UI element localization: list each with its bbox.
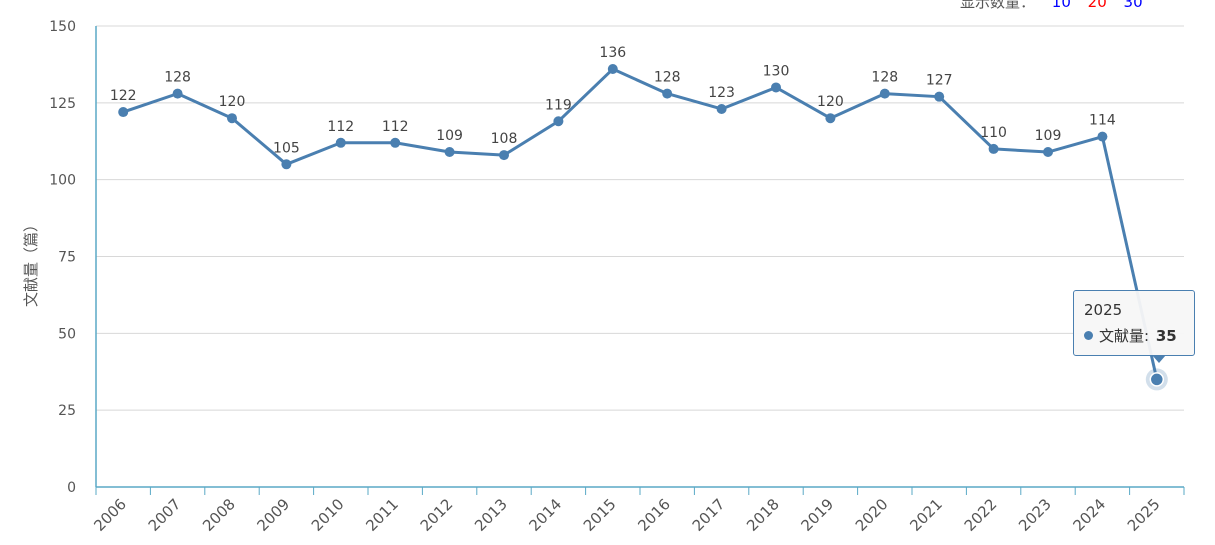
data-label: 136 [599, 45, 626, 61]
data-label: 130 [763, 63, 790, 79]
data-point[interactable] [499, 150, 509, 161]
y-tick-label: 0 [67, 480, 76, 496]
tooltip-year: 2025 [1084, 301, 1123, 319]
y-tick-label: 125 [49, 96, 76, 112]
y-tick-label: 25 [58, 403, 76, 419]
series-path [122, 67, 1159, 380]
x-tick-label: 2013 [471, 495, 511, 535]
x-tick-label: 2014 [525, 495, 565, 535]
data-labels: 122 128 120 105 112 112 109 108 119 136 128 123 130 1… [110, 45, 1116, 156]
x-tick-label: 2009 [253, 495, 293, 535]
data-point[interactable] [988, 143, 999, 154]
data-label: 112 [382, 119, 409, 135]
data-label: 128 [164, 70, 191, 86]
x-tick-label: 2021 [906, 495, 946, 535]
y-tick-label: 50 [58, 326, 76, 342]
data-point[interactable] [1097, 131, 1108, 142]
x-tick-label: 2023 [1015, 495, 1055, 535]
data-point[interactable] [771, 82, 781, 93]
data-label: 112 [327, 119, 354, 135]
y-axis-ticks: 0 25 50 75 100 125 150 [49, 19, 76, 496]
display-count-option-20[interactable]: 20 [1087, 0, 1107, 11]
data-point[interactable] [716, 103, 727, 114]
data-point[interactable] [879, 88, 890, 99]
data-point[interactable] [281, 159, 292, 170]
display-count-label: 显示数量： [960, 0, 1036, 11]
tooltip-series-label: 文献量 [1099, 327, 1145, 345]
tooltip-series-marker [1084, 331, 1093, 340]
data-point[interactable] [825, 113, 836, 124]
x-tick-label: 2017 [689, 495, 729, 535]
data-label: 108 [491, 131, 518, 147]
x-tick-label: 2019 [797, 495, 837, 535]
display-count-option-30[interactable]: 30 [1123, 0, 1143, 11]
data-label: 110 [980, 125, 1007, 141]
x-tick-label: 2010 [308, 495, 348, 535]
tooltip-row: 文献量: 35 [1084, 325, 1184, 346]
x-tick-label: 2006 [90, 495, 130, 535]
x-tick-label: 2008 [199, 495, 239, 535]
data-point[interactable] [390, 137, 401, 148]
data-point[interactable] [335, 137, 346, 148]
data-label: 109 [436, 128, 463, 144]
x-tick-label: 2015 [580, 495, 620, 535]
data-point[interactable] [553, 116, 564, 127]
x-tick-label: 2022 [961, 495, 1001, 535]
data-label: 109 [1035, 128, 1062, 144]
data-label: 127 [926, 73, 953, 89]
tooltip-value: 35 [1155, 326, 1177, 345]
data-label: 122 [110, 88, 137, 104]
y-tick-label: 75 [58, 250, 76, 266]
x-tick-label: 2007 [145, 495, 185, 535]
y-tick-label: 100 [49, 173, 76, 189]
y-tick-label: 150 [49, 19, 76, 35]
x-tick-label: 2024 [1069, 495, 1109, 535]
data-label: 114 [1089, 113, 1116, 129]
data-point[interactable] [607, 64, 618, 75]
data-label: 123 [708, 85, 735, 101]
data-point[interactable] [1043, 147, 1053, 158]
display-count-control: 显示数量： 10 20 30 [960, 0, 1155, 12]
data-label: 128 [654, 70, 681, 86]
x-tick-label: 2011 [362, 495, 402, 535]
grid-lines [96, 25, 1184, 411]
data-label: 105 [273, 140, 300, 156]
x-tick-label: 2016 [634, 495, 674, 535]
data-point[interactable] [1149, 372, 1165, 387]
data-point[interactable] [934, 91, 945, 102]
data-point[interactable] [172, 88, 183, 99]
x-tick-label: 2020 [852, 495, 892, 535]
data-point[interactable] [227, 113, 237, 124]
data-point[interactable] [444, 147, 455, 158]
series-line [118, 64, 1168, 391]
x-axis: 2006 2007 2008 2009 2010 2011 2012 2013 2014 2015… [90, 26, 1185, 535]
display-count-option-10[interactable]: 10 [1051, 0, 1071, 11]
data-label: 120 [817, 94, 844, 110]
data-point[interactable] [662, 88, 673, 99]
data-point[interactable] [118, 107, 129, 118]
x-tick-label: 2012 [417, 495, 457, 535]
x-tick-label: 2018 [743, 495, 783, 535]
y-axis-title: 文献量（篇） [22, 217, 40, 307]
tooltip: 2025 文献量: 35 [1073, 290, 1195, 363]
data-label: 119 [545, 97, 572, 113]
data-label: 120 [219, 94, 246, 110]
x-tick-label: 2025 [1124, 495, 1164, 535]
data-label: 128 [871, 70, 898, 86]
